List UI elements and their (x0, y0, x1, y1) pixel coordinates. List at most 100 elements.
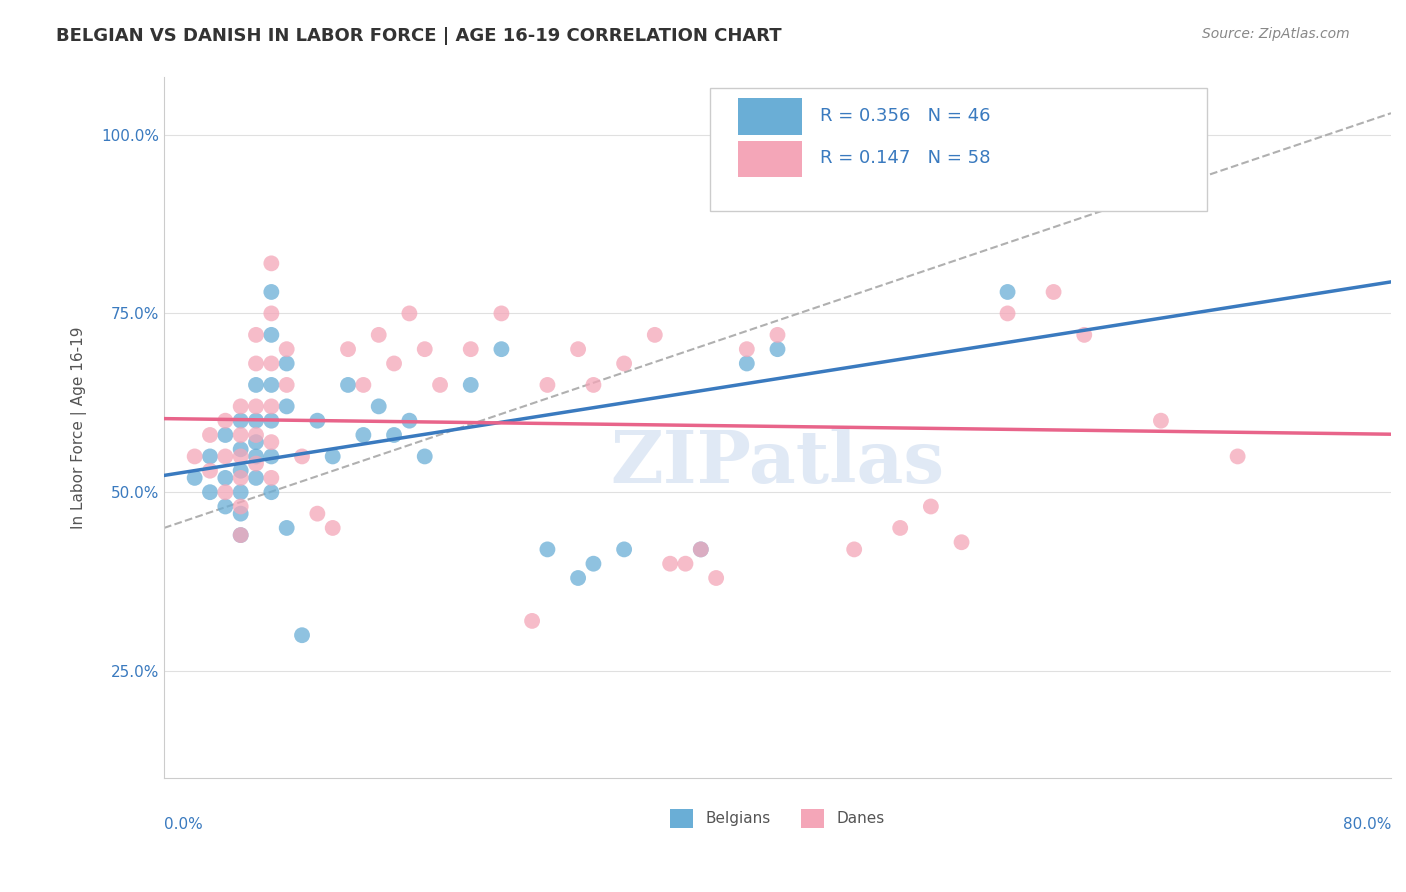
Point (245, 450, 267, 464)
Point (260, 327, 283, 342)
Point (198, 464, 221, 478)
Point (352, 378, 374, 392)
Point (214, 414, 236, 428)
Point (536, 542, 558, 557)
Point (291, 450, 314, 464)
Point (704, 571, 727, 585)
Text: 80.0%: 80.0% (1343, 817, 1391, 832)
Point (198, 485, 221, 500)
FancyBboxPatch shape (738, 141, 801, 177)
Point (844, 542, 866, 557)
Point (460, 342, 482, 356)
Point (307, 414, 329, 428)
Point (198, 450, 221, 464)
Point (245, 435, 267, 450)
Point (337, 342, 360, 356)
Point (229, 442, 252, 457)
Text: R = 0.147   N = 58: R = 0.147 N = 58 (821, 149, 991, 167)
Point (214, 450, 236, 464)
Point (1073, 327, 1095, 342)
Point (245, 471, 267, 485)
Point (352, 428, 374, 442)
Point (245, 414, 267, 428)
Point (491, 306, 513, 320)
Point (520, 614, 543, 628)
Point (429, 378, 451, 392)
Point (260, 356, 283, 370)
Point (322, 521, 344, 535)
Point (659, 557, 682, 571)
Point (291, 628, 314, 642)
Point (567, 342, 589, 356)
Text: Source: ZipAtlas.com: Source: ZipAtlas.com (1202, 27, 1350, 41)
Point (260, 400, 283, 414)
Point (183, 471, 205, 485)
Point (229, 485, 252, 500)
Point (536, 378, 558, 392)
Point (367, 400, 389, 414)
Y-axis label: In Labor Force | Age 16-19: In Labor Force | Age 16-19 (72, 326, 87, 529)
Point (889, 521, 911, 535)
Point (198, 428, 221, 442)
Point (229, 464, 252, 478)
Point (260, 306, 283, 320)
Point (689, 542, 711, 557)
Point (1042, 285, 1064, 299)
Point (276, 521, 298, 535)
Point (229, 471, 252, 485)
Point (322, 450, 344, 464)
FancyBboxPatch shape (738, 98, 801, 135)
Point (382, 428, 405, 442)
Point (260, 414, 283, 428)
Point (413, 450, 436, 464)
Point (214, 485, 236, 500)
Point (260, 450, 283, 464)
Point (245, 400, 267, 414)
Point (229, 428, 252, 442)
Point (997, 306, 1019, 320)
Point (613, 542, 636, 557)
Point (337, 378, 360, 392)
Point (1150, 414, 1173, 428)
Point (766, 342, 789, 356)
Point (214, 428, 236, 442)
Point (735, 356, 758, 370)
Point (582, 378, 605, 392)
Text: 0.0%: 0.0% (165, 817, 202, 832)
Point (1226, 450, 1249, 464)
Point (260, 435, 283, 450)
Point (276, 356, 298, 370)
Text: BELGIAN VS DANISH IN LABOR FORCE | AGE 16-19 CORRELATION CHART: BELGIAN VS DANISH IN LABOR FORCE | AGE 1… (56, 27, 782, 45)
Point (214, 471, 236, 485)
Point (229, 450, 252, 464)
Point (675, 557, 697, 571)
Point (307, 507, 329, 521)
Point (245, 457, 267, 471)
Point (245, 428, 267, 442)
Legend: Belgians, Danes: Belgians, Danes (664, 803, 891, 834)
Point (260, 285, 283, 299)
Point (260, 256, 283, 270)
Point (276, 342, 298, 356)
Point (276, 378, 298, 392)
Point (644, 327, 666, 342)
Point (398, 306, 420, 320)
Point (276, 400, 298, 414)
Point (260, 471, 283, 485)
Point (367, 327, 389, 342)
Text: R = 0.356   N = 46: R = 0.356 N = 46 (821, 107, 991, 125)
Point (229, 528, 252, 542)
Point (1150, 128, 1173, 142)
Point (413, 342, 436, 356)
Point (582, 557, 605, 571)
Point (735, 342, 758, 356)
Point (229, 528, 252, 542)
Point (245, 327, 267, 342)
Point (245, 356, 267, 370)
Point (260, 485, 283, 500)
Text: ZIPatlas: ZIPatlas (610, 427, 945, 499)
Point (382, 356, 405, 370)
Point (460, 378, 482, 392)
Point (491, 342, 513, 356)
Point (766, 327, 789, 342)
